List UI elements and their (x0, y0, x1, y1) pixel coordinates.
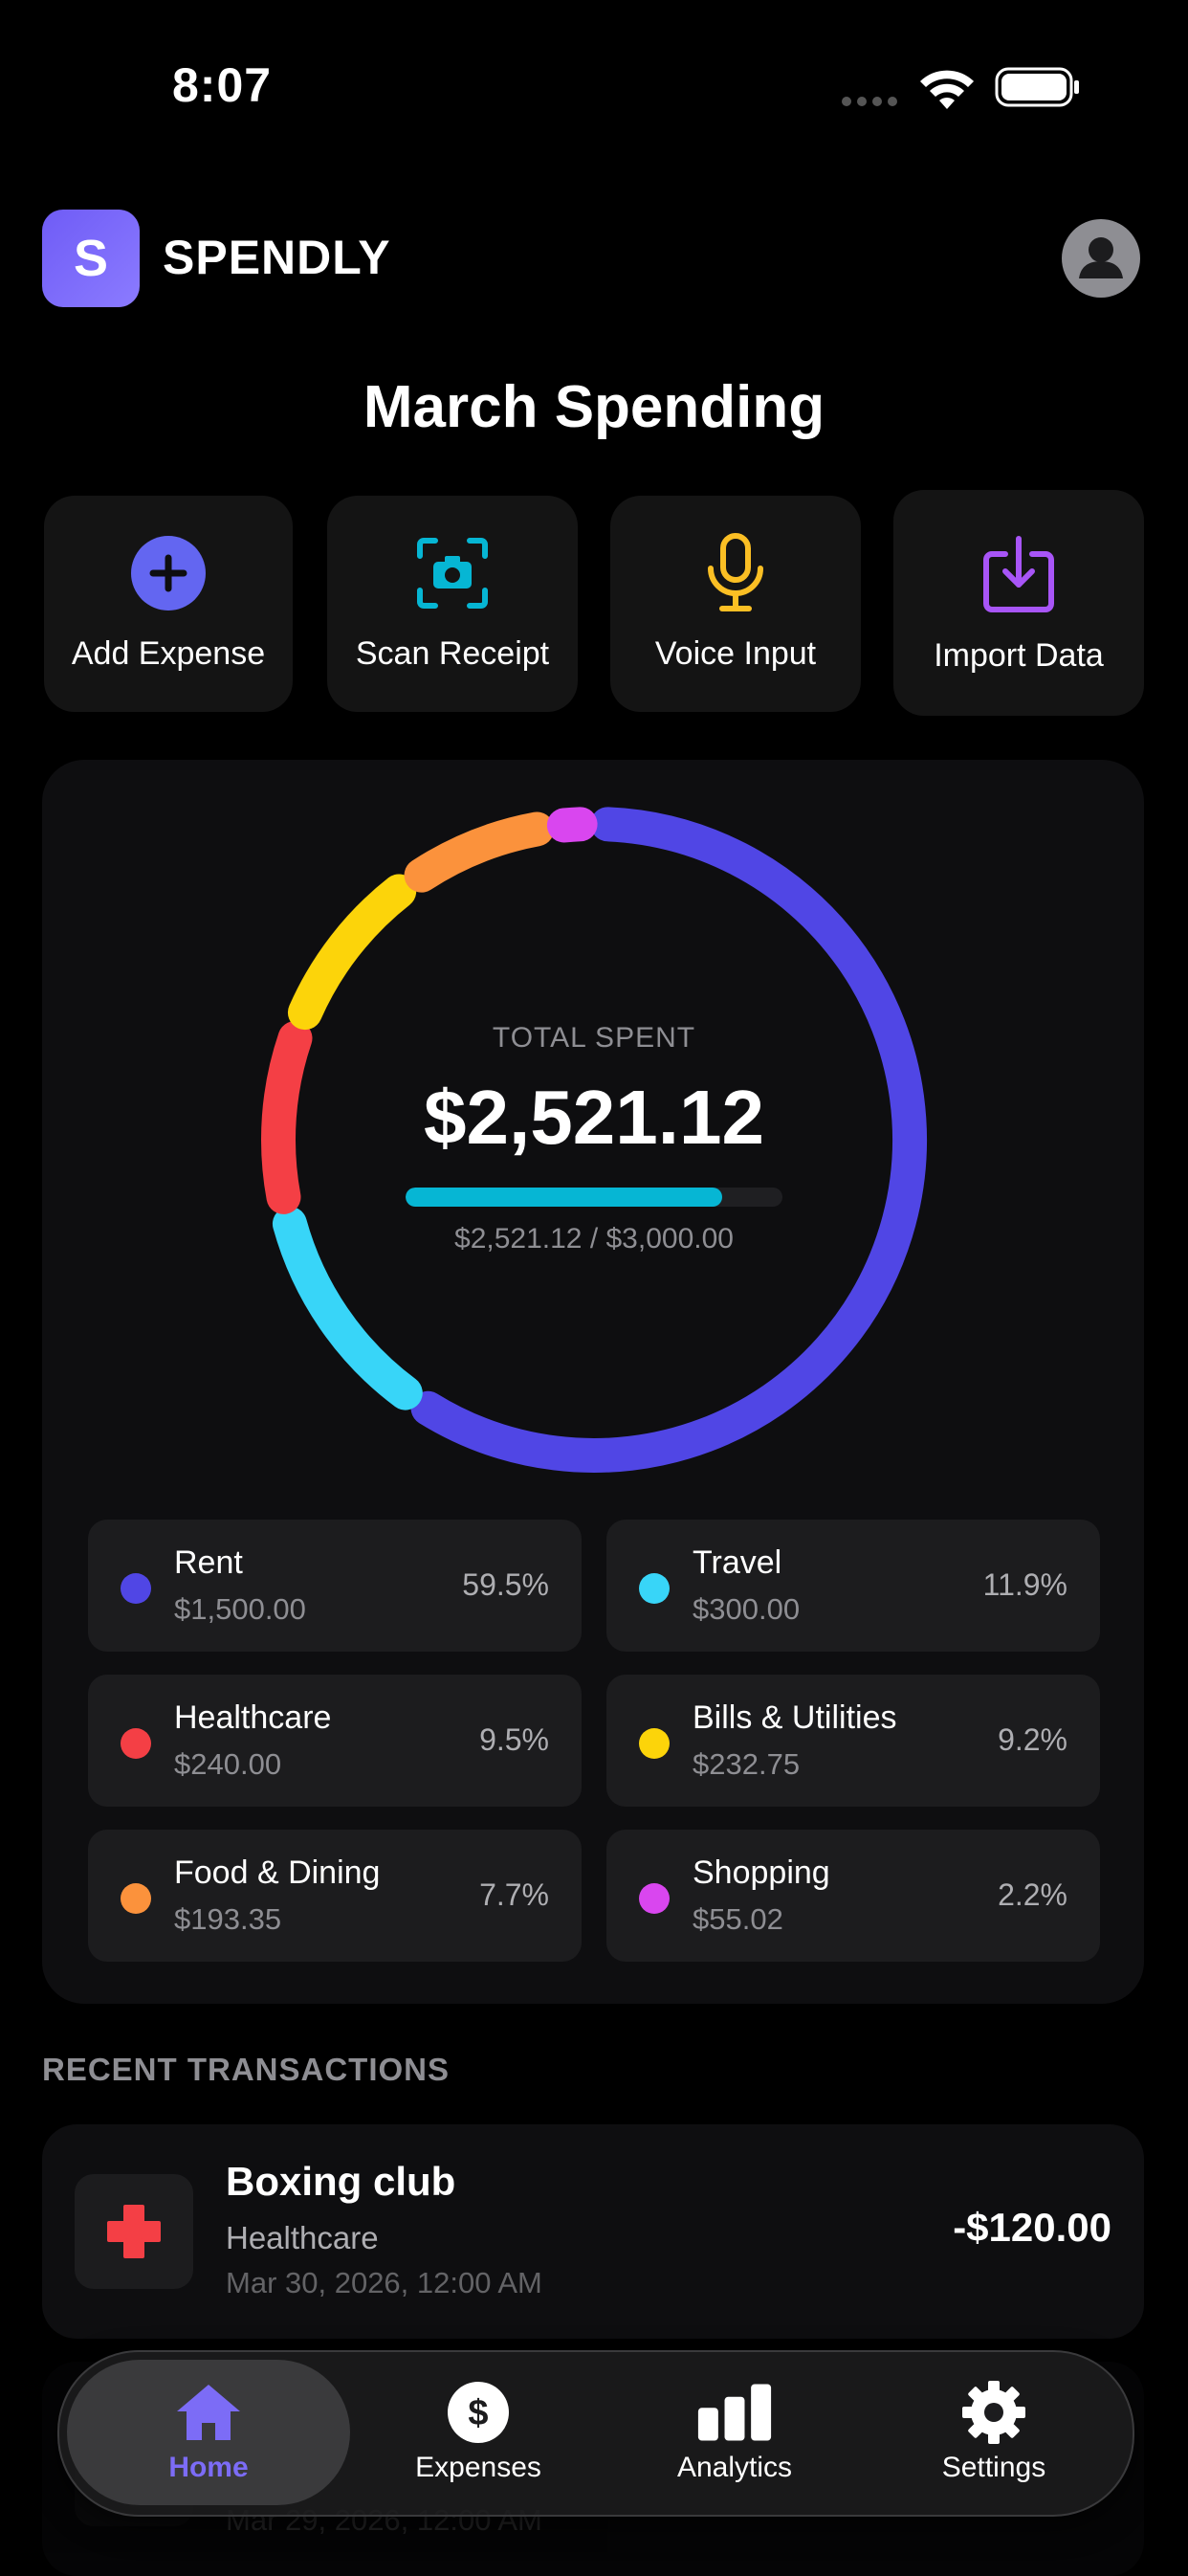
app-logo: S (42, 210, 140, 307)
app-name: SPENDLY (163, 231, 391, 284)
battery-icon (995, 67, 1079, 107)
category-name: Food & Dining (174, 1854, 381, 1891)
tab-label: Home (168, 2452, 249, 2483)
category-amount: $193.35 (174, 1902, 282, 1936)
category-name: Healthcare (174, 1699, 332, 1736)
transaction-amount: -$120.00 (953, 2205, 1111, 2250)
tab-analytics[interactable]: Analytics (606, 2352, 863, 2515)
budget-progress-fill (406, 1188, 722, 1207)
category-color-dot (121, 1728, 151, 1759)
total-spent-label: TOTAL SPENT (492, 1022, 696, 1054)
tab-label: Settings (941, 2452, 1046, 2483)
category-color-dot (121, 1883, 151, 1914)
budget-progress-bar (406, 1188, 782, 1207)
donut-segment-shopping (546, 807, 598, 843)
import-data-button[interactable]: Import Data (893, 490, 1144, 716)
category-amount: $232.75 (693, 1747, 801, 1781)
category-amount: $300.00 (693, 1592, 801, 1626)
status-time: 8:07 (172, 58, 273, 112)
tab-home[interactable]: Home (67, 2352, 350, 2515)
wifi-icon (920, 70, 974, 109)
gear-icon (956, 2379, 1032, 2446)
transaction-name: Boxing club (226, 2159, 456, 2204)
donut-segment-travel (272, 1206, 423, 1410)
category-color-dot (639, 1883, 670, 1914)
category-name: Rent (174, 1544, 243, 1581)
home-icon (170, 2379, 247, 2446)
voice-input-label: Voice Input (654, 635, 817, 672)
donut-segment-food-dining (404, 811, 555, 893)
transaction-date: Mar 30, 2026, 12:00 AM (226, 2266, 542, 2299)
category-card-rent[interactable]: Rent $1,500.00 59.5% (88, 1520, 582, 1652)
category-color-dot (121, 1573, 151, 1604)
category-card-healthcare[interactable]: Healthcare $240.00 9.5% (88, 1675, 582, 1807)
category-name: Travel (693, 1544, 782, 1581)
category-percent: 11.9% (982, 1567, 1067, 1602)
category-percent: 9.5% (479, 1722, 549, 1757)
category-amount: $55.02 (693, 1902, 783, 1936)
tab-label: Analytics (676, 2452, 793, 2483)
logo-letter: S (73, 230, 109, 287)
tab-expenses[interactable]: $ Expenses (350, 2352, 606, 2515)
donut-segment-rent (410, 807, 927, 1473)
category-amount: $1,500.00 (174, 1592, 306, 1626)
category-name: Shopping (693, 1854, 830, 1891)
scan-receipt-label: Scan Receipt (355, 635, 550, 672)
budget-text: $2,521.12 / $3,000.00 (454, 1223, 734, 1255)
person-icon (1079, 237, 1123, 278)
signal-dots-icon (842, 94, 903, 111)
camera-scan-icon (409, 530, 495, 616)
transaction-row[interactable]: Boxing club Healthcare Mar 30, 2026, 12:… (42, 2124, 1144, 2339)
transaction-category: Healthcare (226, 2220, 379, 2255)
add-expense-button[interactable]: Add Expense (44, 496, 293, 712)
voice-input-button[interactable]: Voice Input (610, 496, 861, 712)
category-color-dot (639, 1573, 670, 1604)
import-icon (976, 532, 1062, 618)
dollar-icon: $ (440, 2379, 517, 2446)
category-name: Bills & Utilities (693, 1699, 897, 1736)
category-donut-chart (261, 807, 927, 1473)
active-tab-highlight (67, 2360, 350, 2505)
category-percent: 59.5% (462, 1567, 549, 1602)
category-card-food-dining[interactable]: Food & Dining $193.35 7.7% (88, 1830, 582, 1962)
scan-receipt-button[interactable]: Scan Receipt (327, 496, 578, 712)
import-data-label: Import Data (934, 637, 1104, 674)
profile-avatar-button[interactable] (1062, 219, 1140, 298)
category-card-bills-utilities[interactable]: Bills & Utilities $232.75 9.2% (606, 1675, 1100, 1807)
donut-segment-healthcare (261, 1020, 313, 1214)
category-color-dot (639, 1728, 670, 1759)
category-card-shopping[interactable]: Shopping $55.02 2.2% (606, 1830, 1100, 1962)
category-percent: 2.2% (998, 1877, 1067, 1912)
bar-chart-icon (696, 2379, 773, 2446)
category-card-travel[interactable]: Travel $300.00 11.9% (606, 1520, 1100, 1652)
category-amount: $240.00 (174, 1747, 282, 1781)
donut-segment-bills-utilities (287, 874, 417, 1031)
tab-bar: Home $ Expenses Analytics Settings (57, 2350, 1134, 2517)
page-title: March Spending (363, 374, 825, 440)
plus-circle-icon (125, 530, 211, 616)
add-expense-label: Add Expense (71, 635, 266, 672)
category-percent: 7.7% (479, 1877, 549, 1912)
tab-settings[interactable]: Settings (863, 2352, 1125, 2515)
total-spent-amount: $2,521.12 (424, 1075, 764, 1160)
tab-label: Expenses (415, 2452, 541, 2483)
svg-text:$: $ (468, 2393, 488, 2433)
recent-transactions-title: RECENT TRANSACTIONS (42, 2052, 451, 2087)
medical-cross-icon (75, 2174, 193, 2289)
category-percent: 9.2% (998, 1722, 1067, 1757)
microphone-icon (693, 530, 779, 616)
